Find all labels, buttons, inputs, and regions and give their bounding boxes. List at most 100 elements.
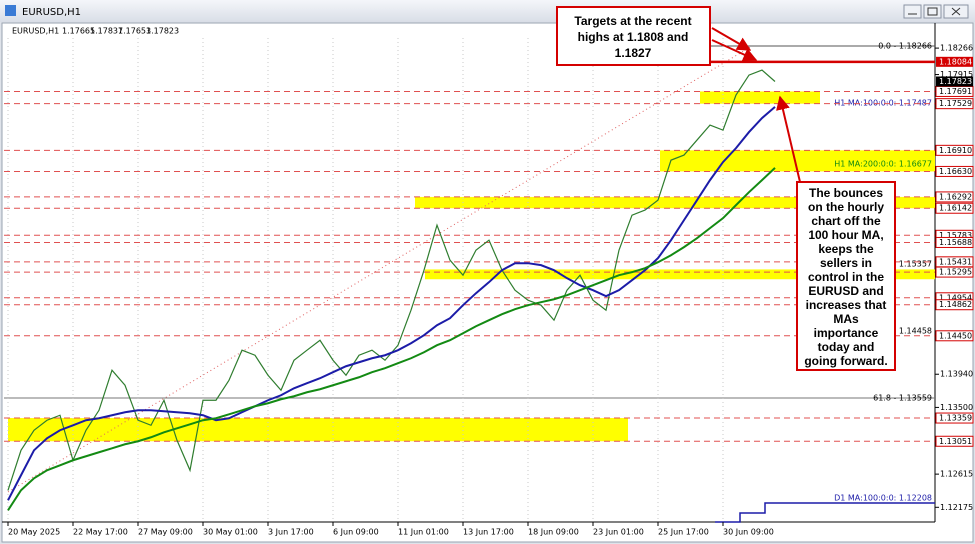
y-tick-label: 1.12175 [940,503,973,512]
window-icon [5,5,16,16]
level-label-box [935,236,974,248]
callout-text: 1.1827 [615,46,652,60]
window-title: EURUSD,H1 [22,7,81,18]
callout-arrow [711,39,758,62]
fib-label: 0.0 - 1.14458 [878,327,932,336]
level-label: 1.14954 [939,293,972,302]
level-label: 1.13359 [939,414,972,423]
indicator-label: H1 MA:200:0:0: 1.16677 [834,160,932,169]
level-label: 1.18084 [939,57,972,66]
callout-text: 100 hour MA, [808,228,883,242]
level-label-box [935,144,974,156]
current-price-label: 1.17823 [939,77,972,86]
maximize-icon [927,7,938,16]
fib-trend-line [7,45,753,493]
y-tick-label: 1.13500 [940,403,973,412]
callout-text: Targets at the recent [574,14,691,28]
ohlc-low: 1.17653 [118,27,151,36]
y-tick-label: 1.17915 [940,70,973,79]
callout-text: EURUSD and [808,284,883,298]
level-label-box [935,98,974,110]
level-label: 1.13051 [939,437,972,446]
moving-average-line [7,167,776,511]
ohlc-high: 1.17837 [90,27,123,36]
title-bar [0,0,975,22]
y-tick-label: 1.12615 [940,470,973,479]
callout-text: The bounces [809,186,883,200]
zone [700,91,820,104]
callout-text: today and [818,340,875,354]
callout-text: sellers in [820,256,872,270]
level-label: 1.16292 [939,192,972,201]
level-label-box [935,299,974,311]
window-buttons[interactable] [903,4,969,19]
x-tick-label: 25 Jun 17:00 [658,528,709,537]
level-label: 1.14450 [939,331,972,340]
level-label: 1.15688 [939,238,972,247]
callout-arrow [776,95,801,183]
x-tick-label: 30 May 01:00 [203,528,258,537]
level-label-box [935,435,974,447]
close-icon [951,7,961,16]
level-label: 1.17691 [939,87,972,96]
level-label-box [935,412,974,424]
zone [415,196,935,209]
level-label: 1.16630 [939,167,972,176]
x-tick-label: 13 Jun 17:00 [463,528,514,537]
level-label: 1.15431 [939,257,972,266]
level-label: 1.17529 [939,99,972,108]
indicator-label: D1 MA:100:0:0: 1.12208 [834,494,932,503]
x-tick-label: 6 Jun 09:00 [333,528,379,537]
level-label: 1.15783 [939,231,972,240]
level-label-box [935,202,974,214]
level-label: 1.14862 [939,300,972,309]
zone [425,269,935,280]
indicator-label: H1 MA:100:0:0: 1.17487 [834,99,932,108]
callout-text: on the hourly [808,200,884,214]
callout-text: highs at 1.1808 and [578,30,689,44]
ohlc-open: 1.17665 [62,27,95,36]
level-label-box [936,56,973,67]
x-tick-label: 30 Jun 09:00 [723,528,774,537]
callout-text: control in the [808,270,884,284]
d1-ma-line [715,502,935,523]
level-label: 1.16910 [939,146,972,155]
callout-text: increases that [806,298,887,312]
chart-symbol: EURUSD,H1 [12,27,59,36]
fib-label: 0.0 - 1.18266 [878,42,932,51]
fib-label: 8.2 - 1.15357 [878,260,932,269]
callout-text: importance [814,326,879,340]
callout-text: keeps the [818,242,874,256]
level-label-box [935,165,974,177]
maximize-button[interactable] [923,4,942,19]
plot: 20 May 2025 22 May 17:00 27 May 09:00 30 Ma… [4,38,974,537]
callout-text: MAs [833,312,859,326]
fib-label: 61.8 - 1.13559 [873,394,932,403]
zone [8,418,628,442]
callout-text: going forward. [804,354,887,368]
x-tick-label: 3 Jun 17:00 [268,528,314,537]
x-tick-label: 27 May 09:00 [138,528,193,537]
x-tick-label: 11 Jun 01:00 [398,528,449,537]
callout-text: chart off the [811,214,881,228]
level-label-box [935,191,974,203]
minimize-button[interactable] [903,4,922,19]
callout-box [556,6,711,66]
current-price-box [936,76,973,87]
level-label: 1.16142 [939,204,972,213]
ohlc-close: 1.17823 [146,27,179,36]
x-tick-label: 23 Jun 01:00 [593,528,644,537]
y-tick-label: 1.18266 [940,44,973,53]
x-tick-label: 20 May 2025 [8,528,60,537]
callout: Targets at the recent highs at 1.1808 an… [556,6,758,66]
callout-box [796,181,896,371]
x-tick-label: 22 May 17:00 [73,528,128,537]
level-label-box [935,266,974,278]
level-label-box [935,330,974,342]
level-label: 1.15295 [939,268,972,277]
x-tick-label: 18 Jun 09:00 [528,528,579,537]
y-tick-label: 1.13940 [940,370,973,379]
callout-arrow [711,27,752,51]
